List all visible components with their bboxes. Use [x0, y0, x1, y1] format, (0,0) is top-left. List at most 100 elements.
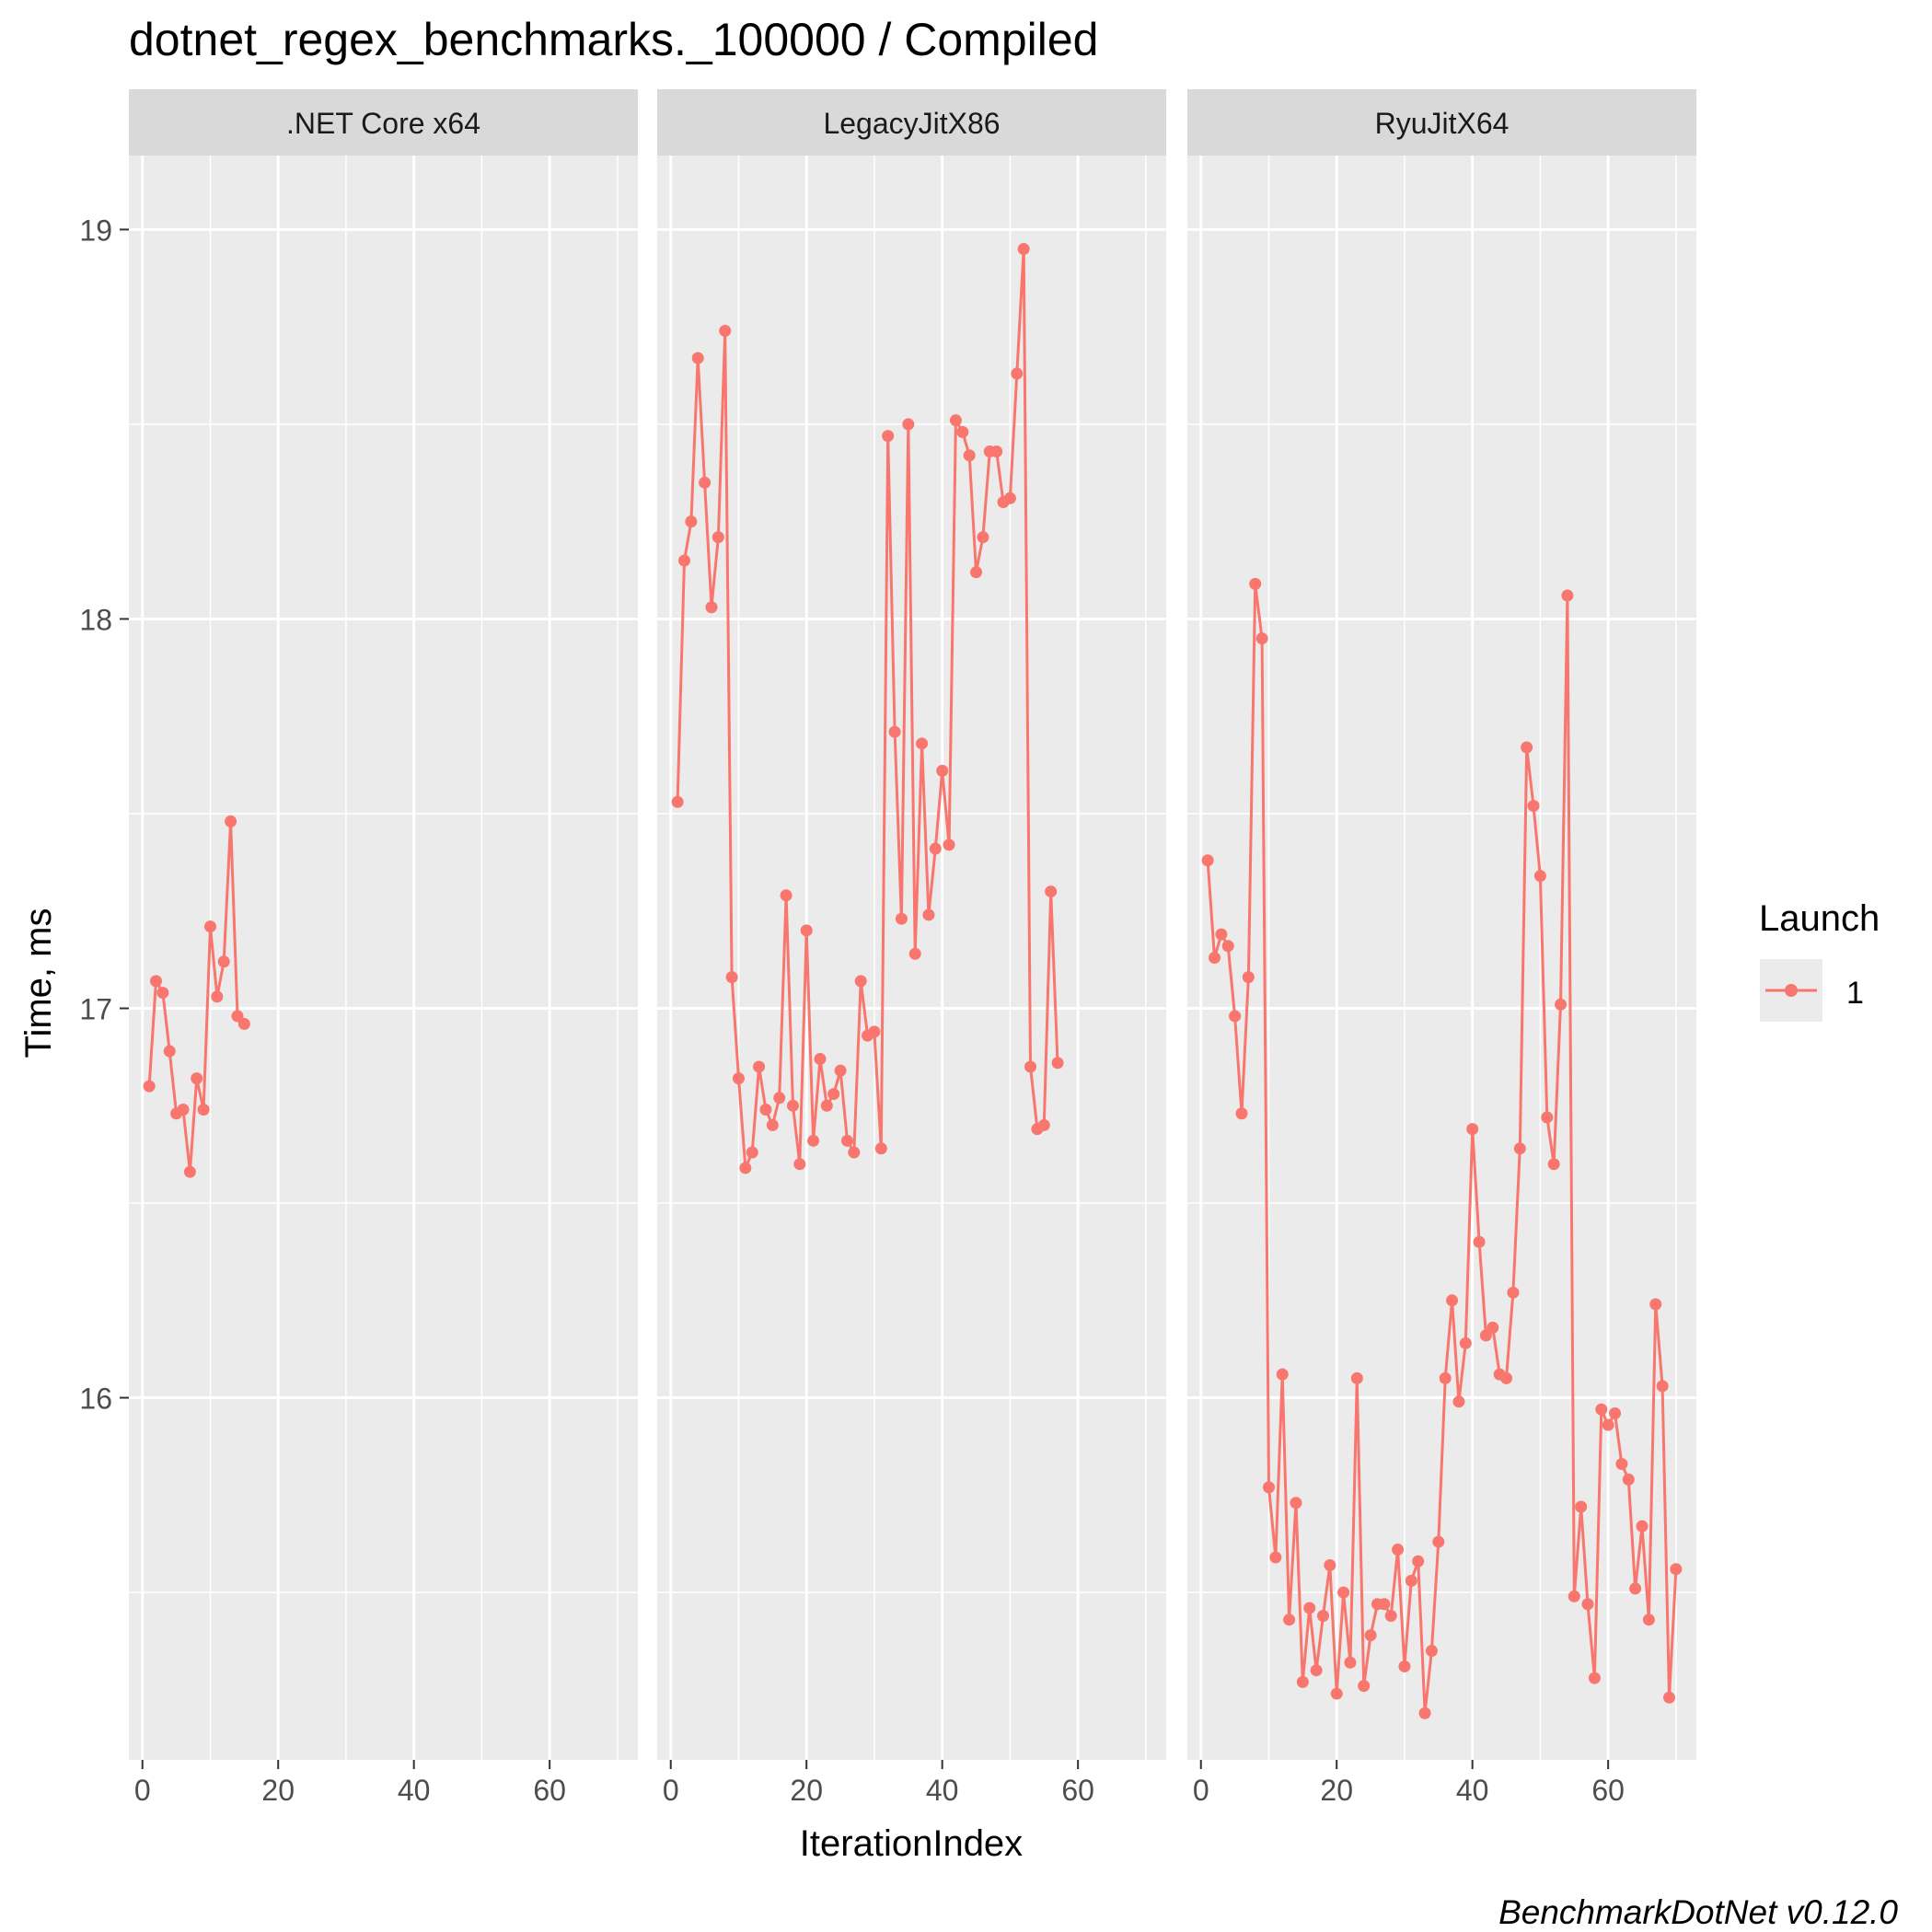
data-point: [191, 1072, 203, 1085]
data-point: [1405, 1574, 1417, 1587]
data-point: [1324, 1558, 1336, 1571]
data-point: [990, 445, 1003, 458]
data-point: [916, 737, 929, 750]
data-point: [1473, 1235, 1486, 1248]
data-point: [807, 1134, 820, 1147]
chart-title: dotnet_regex_benchmarks._100000 / Compil…: [129, 14, 1098, 65]
data-point: [1037, 1118, 1050, 1131]
data-point: [895, 912, 908, 925]
data-point: [1615, 1457, 1628, 1470]
data-point: [977, 531, 989, 544]
data-point: [1602, 1418, 1614, 1431]
data-point: [1290, 1497, 1302, 1510]
x-tick-label: 40: [1456, 1774, 1489, 1807]
data-point: [1527, 800, 1540, 813]
data-point: [1439, 1371, 1452, 1384]
data-point: [874, 1142, 887, 1155]
data-point: [848, 1146, 861, 1159]
data-point: [1051, 1057, 1064, 1070]
data-point: [1330, 1687, 1343, 1700]
data-point: [936, 764, 949, 777]
x-tick-label: 20: [790, 1774, 823, 1807]
data-point: [1432, 1535, 1445, 1548]
data-point: [711, 531, 724, 544]
data-point: [956, 425, 969, 438]
data-point: [1310, 1664, 1323, 1677]
chart-caption: BenchmarkDotNet v0.12.0: [1498, 1893, 1898, 1931]
data-point: [1561, 589, 1574, 602]
x-tick-label: 0: [134, 1774, 151, 1807]
data-point: [746, 1146, 758, 1159]
data-point: [1452, 1395, 1465, 1408]
data-point: [1344, 1656, 1357, 1669]
y-axis-label: Time, ms: [18, 908, 59, 1059]
data-point: [732, 1072, 745, 1085]
data-point: [1555, 998, 1568, 1011]
facet-strip: [129, 89, 638, 156]
data-point: [739, 1162, 752, 1174]
data-point: [1642, 1614, 1655, 1626]
data-point: [786, 1099, 799, 1112]
y-tick-label: 18: [79, 603, 112, 636]
data-point: [780, 889, 792, 902]
y-tick-label: 19: [79, 214, 112, 247]
y-axis: 16 17 18 19: [79, 214, 129, 1416]
data-point: [1296, 1675, 1309, 1688]
legend: Launch 1: [1759, 898, 1880, 1022]
data-point: [854, 975, 867, 988]
series-line: [1206, 582, 1678, 1715]
data-point: [1609, 1406, 1622, 1419]
facet-panel: LegacyJitX86 0 20 40 60: [657, 89, 1166, 1807]
data-point: [1011, 367, 1024, 380]
data-point: [1622, 1473, 1635, 1486]
data-point: [868, 1025, 881, 1038]
data-point: [1636, 1520, 1649, 1533]
data-point: [814, 1052, 827, 1065]
data-point: [699, 476, 711, 489]
data-point: [759, 1103, 772, 1116]
data-point: [1412, 1555, 1425, 1568]
x-tick-label: 40: [926, 1774, 959, 1807]
data-point: [1303, 1602, 1316, 1614]
facet-strip-label: LegacyJitX86: [823, 107, 1000, 140]
data-point: [820, 1099, 833, 1112]
data-point: [211, 990, 224, 1003]
x-axis-label: IterationIndex: [800, 1823, 1023, 1864]
data-point: [725, 971, 738, 984]
data-point: [793, 1158, 806, 1171]
x-tick-label: 0: [663, 1774, 679, 1807]
data-point: [1459, 1336, 1472, 1349]
data-point: [183, 1165, 196, 1178]
data-point: [1229, 1010, 1242, 1023]
x-tick-label: 20: [261, 1774, 295, 1807]
data-point: [753, 1060, 766, 1073]
data-point: [1337, 1586, 1350, 1599]
data-point: [1479, 1329, 1492, 1342]
data-point: [1425, 1645, 1438, 1658]
data-point: [691, 352, 704, 364]
facet-strip: [1187, 89, 1696, 156]
data-point: [929, 842, 942, 855]
data-point: [1547, 1158, 1560, 1171]
x-tick-label: 40: [398, 1774, 431, 1807]
data-point: [177, 1103, 190, 1116]
data-point: [1283, 1614, 1296, 1626]
facet-strip-label: .NET Core x64: [286, 107, 480, 140]
data-point: [827, 1088, 840, 1101]
data-point: [1521, 741, 1533, 754]
data-point: [143, 1080, 156, 1093]
data-point: [1255, 632, 1268, 645]
data-point: [1595, 1403, 1608, 1416]
data-point: [1581, 1598, 1594, 1611]
data-point: [1541, 1111, 1554, 1124]
facet-panel: .NET Core x64 0 20 40 60: [129, 89, 638, 1807]
data-point: [1446, 1294, 1459, 1307]
data-point: [1466, 1123, 1479, 1136]
facet-strip: [657, 89, 1166, 156]
data-point: [705, 601, 718, 614]
data-point: [1418, 1706, 1431, 1719]
data-point: [1656, 1380, 1669, 1393]
data-point: [1364, 1629, 1377, 1642]
